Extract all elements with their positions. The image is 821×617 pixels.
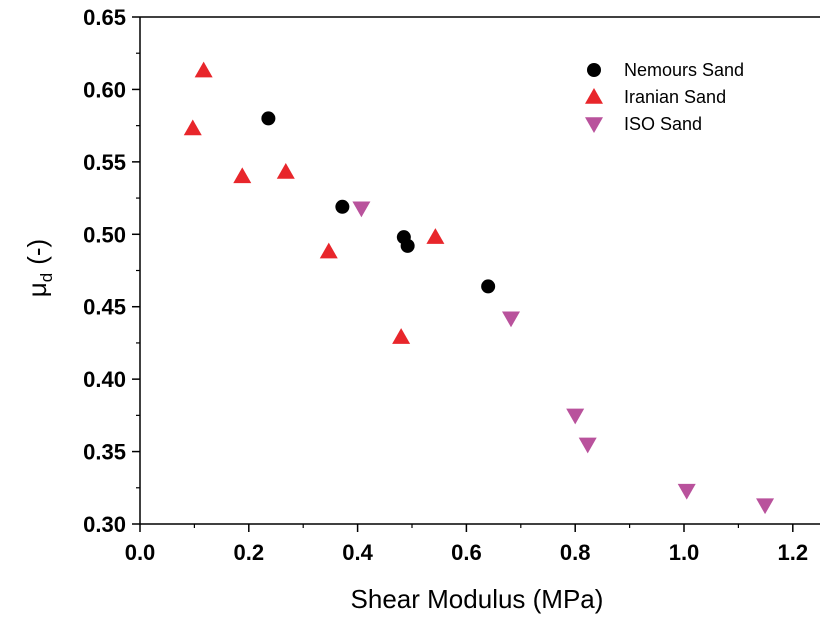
data-point [392, 328, 411, 344]
y-axis-title: μd (-) [22, 239, 56, 297]
data-point [502, 311, 521, 328]
y-tick-label: 0.40 [83, 367, 126, 392]
x-tick-label: 1.2 [778, 540, 809, 565]
x-tick-label: 0.4 [342, 540, 373, 565]
x-axis-title: Shear Modulus (MPa) [351, 584, 604, 614]
y-tick-label: 0.35 [83, 440, 126, 465]
legend-label: Nemours Sand [624, 60, 744, 80]
data-point [319, 242, 338, 259]
y-tick-label: 0.65 [83, 5, 126, 30]
data-point [756, 498, 775, 515]
y-axis-title-symbol: μ [22, 282, 52, 297]
series-nemours-sand [261, 111, 496, 294]
legend: Nemours Sand Iranian Sand ISO Sand [585, 60, 744, 134]
data-point [335, 199, 350, 214]
legend-marker [585, 117, 603, 133]
x-tick-label: 0.8 [560, 540, 591, 565]
data-point [578, 437, 597, 454]
x-tick-label: 0.6 [451, 540, 482, 565]
legend-item: ISO Sand [585, 114, 702, 134]
data-point [426, 228, 445, 244]
data-point [233, 167, 252, 184]
legend-label: Iranian Sand [624, 87, 726, 107]
legend-item: Iranian Sand [585, 87, 726, 107]
y-tick-label: 0.30 [83, 512, 126, 537]
series-iranian-sand [183, 61, 445, 344]
legend-label: ISO Sand [624, 114, 702, 134]
y-axis-title-unit: (-) [22, 239, 52, 265]
y-tick-label: 0.60 [83, 77, 126, 102]
y-tick-label: 0.50 [83, 222, 126, 247]
y-tick-label: 0.45 [83, 295, 126, 320]
legend-marker [587, 63, 601, 77]
data-point [566, 408, 585, 425]
data-point [194, 61, 213, 78]
y-tick-label: 0.55 [83, 150, 126, 175]
x-axis: 0.0 0.2 0.4 0.6 0.8 1.0 1.2 [125, 524, 808, 565]
x-tick-label: 0.2 [234, 540, 265, 565]
svg-text:μd(-): μd (-) [22, 239, 56, 297]
series-iso-sand [352, 201, 775, 515]
data-point [183, 119, 202, 136]
legend-marker [585, 88, 603, 104]
data-point [276, 162, 295, 179]
y-axis: 0.30 0.35 0.40 0.45 0.50 0.55 0.60 0.65 [83, 5, 140, 537]
data-points [183, 61, 775, 515]
data-point [400, 238, 415, 253]
data-point [352, 201, 371, 218]
y-axis-title-subscript: d [37, 273, 56, 282]
x-tick-label: 1.0 [669, 540, 700, 565]
legend-item: Nemours Sand [587, 60, 744, 80]
x-tick-label: 0.0 [125, 540, 156, 565]
data-point [261, 111, 276, 126]
data-point [677, 483, 696, 500]
data-point [481, 279, 496, 294]
